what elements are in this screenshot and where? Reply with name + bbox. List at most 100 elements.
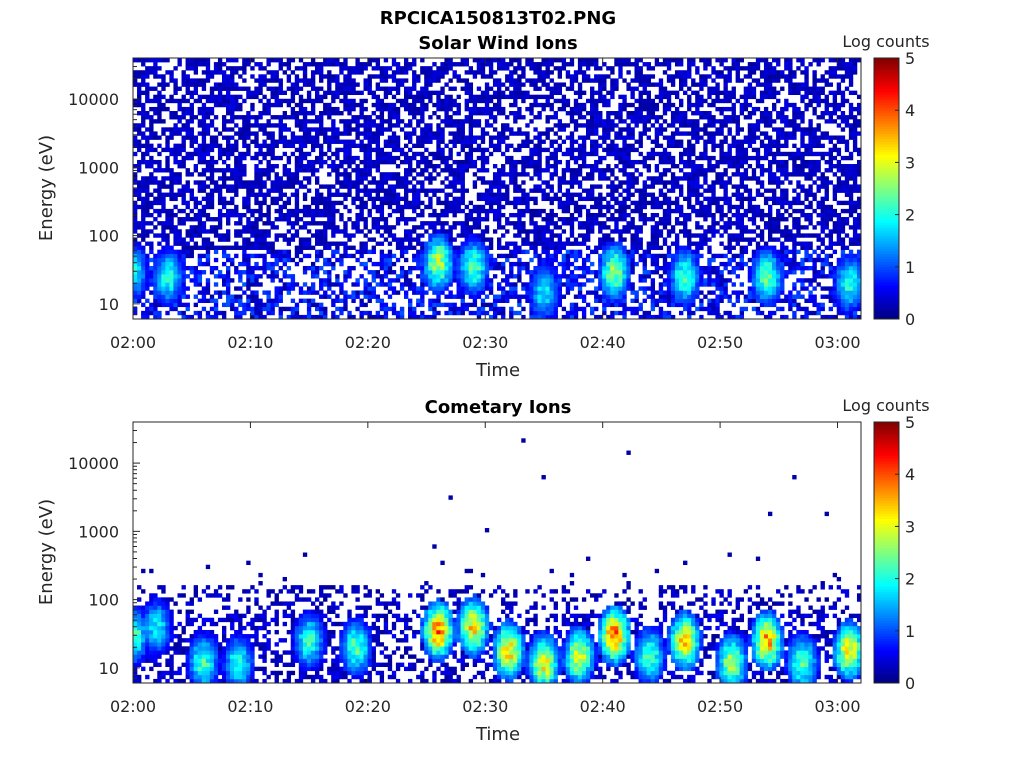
spectrogram-cell: [590, 306, 595, 312]
spectrogram-cell: [492, 70, 498, 75]
spectrogram-cell: [254, 298, 259, 303]
spectrogram-cell: [569, 143, 575, 149]
spectrogram-cell: [302, 106, 308, 112]
spectrogram-cell: [460, 298, 465, 303]
spectrogram-cell: [383, 282, 389, 287]
spectrogram-cell: [234, 192, 239, 197]
spectrogram-cell: [537, 278, 542, 283]
spectrogram-cell: [286, 200, 292, 206]
spectrogram-cell: [403, 155, 409, 161]
spectrogram-cell: [173, 123, 178, 128]
spectrogram-cell: [294, 233, 300, 238]
spectrogram-cell: [541, 233, 546, 238]
spectrogram-cell: [355, 257, 360, 263]
spectrogram-cell: [432, 257, 437, 263]
spectrogram-cell: [226, 257, 231, 263]
spectrogram-cell: [399, 253, 405, 259]
spectrogram-cell: [387, 233, 393, 238]
spectrogram-cell: [484, 111, 490, 116]
spectrogram-cell: [298, 106, 304, 112]
spectrogram-cell: [343, 176, 348, 181]
spectrogram-cell: [533, 306, 538, 312]
spectrogram-cell: [315, 159, 320, 165]
spectrogram-cell: [626, 192, 631, 197]
spectrogram-cell: [157, 184, 162, 189]
spectrogram-cell: [165, 147, 170, 153]
spectrogram-cell: [141, 143, 146, 149]
spectrogram-cell: [420, 115, 425, 120]
spectrogram-cell: [310, 119, 316, 124]
spectrogram-cell: [258, 204, 263, 210]
spectrogram-cell: [185, 66, 190, 71]
spectrogram-cell: [319, 94, 324, 100]
spectrogram-cell: [319, 123, 324, 128]
spectrogram-cell: [399, 151, 405, 157]
spectrogram-cell: [598, 192, 603, 197]
spectrogram-cell: [391, 131, 397, 136]
spectrogram-cell: [177, 282, 182, 287]
spectrogram-cell: [181, 147, 186, 153]
spectrogram-cell: [573, 294, 579, 299]
spectrogram-cell: [561, 221, 567, 226]
spectrogram-cell: [626, 184, 631, 189]
spectrogram-cell: [157, 135, 162, 140]
spectrogram-cell: [315, 143, 320, 149]
spectrogram-cell: [319, 294, 324, 299]
spectrogram-cell: [319, 229, 324, 234]
spectrogram-cell: [141, 151, 146, 157]
spectrogram-cell: [226, 78, 231, 83]
spectrogram-cell: [521, 188, 526, 193]
spectrogram-cell: [367, 314, 372, 320]
spectrogram-cell: [395, 111, 401, 116]
spectrogram-cell: [331, 229, 336, 234]
spectrogram-cell: [529, 147, 534, 153]
spectrogram-cell: [537, 314, 542, 320]
spectrogram-cell: [424, 282, 429, 287]
spectrogram-cell: [201, 188, 207, 193]
spectrogram-cell: [585, 98, 591, 104]
spectrogram-cell: [525, 204, 530, 210]
spectrogram-cell: [509, 290, 514, 295]
spectrogram-cell: [509, 62, 514, 67]
spectrogram-cell: [403, 217, 409, 222]
spectrogram-cell: [145, 200, 150, 206]
spectrogram-cell: [282, 98, 287, 104]
spectrogram-cell: [581, 147, 587, 153]
spectrogram-cell: [488, 188, 494, 193]
spectrogram-cell: [577, 225, 583, 230]
spectrogram-cell: [452, 123, 457, 128]
spectrogram-cell: [133, 290, 138, 295]
spectrogram-cell: [327, 102, 332, 108]
spectrogram-cell: [306, 168, 312, 173]
spectrogram-cell: [590, 290, 595, 295]
spectrogram-cell: [347, 172, 352, 177]
spectrogram-cell: [525, 123, 530, 128]
spectrogram-cell: [270, 168, 275, 173]
spectrogram-cell: [549, 233, 554, 238]
spectrogram-cell: [424, 274, 429, 279]
spectrogram-cell: [133, 135, 138, 140]
spectrogram-cell: [541, 74, 546, 79]
spectrogram-cell: [573, 302, 579, 308]
spectrogram-cell: [205, 217, 211, 222]
spectrogram-cell: [363, 119, 368, 124]
spectrogram-cell: [484, 147, 490, 153]
spectrogram-cell: [561, 294, 567, 299]
spectrogram-cell: [383, 290, 389, 295]
spectrogram-cell: [201, 119, 207, 124]
spectrogram-cell: [343, 86, 348, 91]
spectrogram-cell: [456, 306, 461, 312]
spectrogram-cell: [250, 90, 255, 96]
spectrogram-cell: [565, 196, 571, 202]
spectrogram-cell: [569, 270, 575, 275]
spectrogram-cell: [537, 102, 542, 108]
spectrogram-cell: [201, 298, 207, 303]
spectrogram-cell: [355, 221, 360, 226]
spectrogram-cell: [420, 139, 425, 144]
spectrogram-cell: [331, 111, 336, 116]
spectrogram-cell: [254, 241, 259, 246]
spectrogram-cell: [594, 90, 599, 96]
spectrogram-cell: [201, 270, 207, 275]
spectrogram-cell: [549, 286, 554, 291]
